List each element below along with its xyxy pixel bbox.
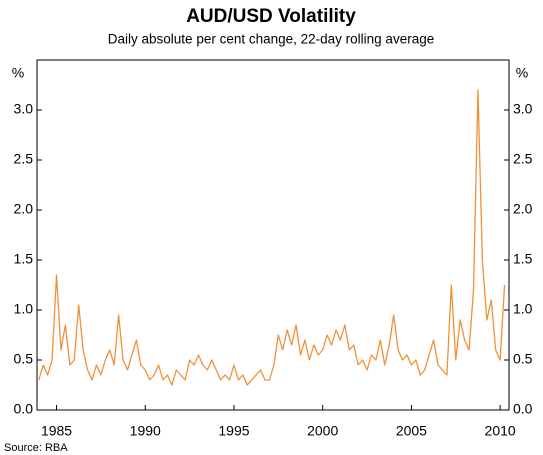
- y2-tick-label: 3.0: [513, 101, 533, 117]
- y2-tick-label: 0.5: [513, 351, 533, 367]
- x-tick-label: 1985: [41, 423, 72, 439]
- y-tick-label: 1.5: [14, 251, 34, 267]
- plot-frame: [36, 59, 510, 411]
- x-tick-label: 1990: [130, 423, 161, 439]
- y-tick-label: 1.0: [14, 301, 34, 317]
- y-tick-label: 3.0: [14, 101, 34, 117]
- y-tick-label: 0.0: [14, 401, 34, 417]
- chart-title: AUD/USD Volatility: [186, 6, 356, 27]
- y-tick-label: 2.0: [14, 201, 34, 217]
- y2-tick-label: 0.0: [513, 401, 533, 417]
- x-tick-label: 2005: [396, 423, 427, 439]
- y2-tick-label: 1.5: [513, 251, 533, 267]
- y2-tick-label: 2.5: [513, 151, 533, 167]
- x-tick-label: 1995: [218, 423, 249, 439]
- chart-subtitle: Daily absolute per cent change, 22-day r…: [108, 32, 434, 47]
- data-line: [38, 89, 506, 386]
- y2-tick-label: 2.0: [513, 201, 533, 217]
- y2-axis-label: %: [516, 65, 528, 81]
- y2-tick-label: 1.0: [513, 301, 533, 317]
- x-tick-label: 2000: [307, 423, 338, 439]
- y-axis-label: %: [12, 65, 24, 81]
- y-tick-label: 2.5: [14, 151, 34, 167]
- y-tick-label: 0.5: [14, 351, 34, 367]
- x-tick-label: 2010: [485, 423, 516, 439]
- source-note: Source: RBA: [4, 442, 68, 454]
